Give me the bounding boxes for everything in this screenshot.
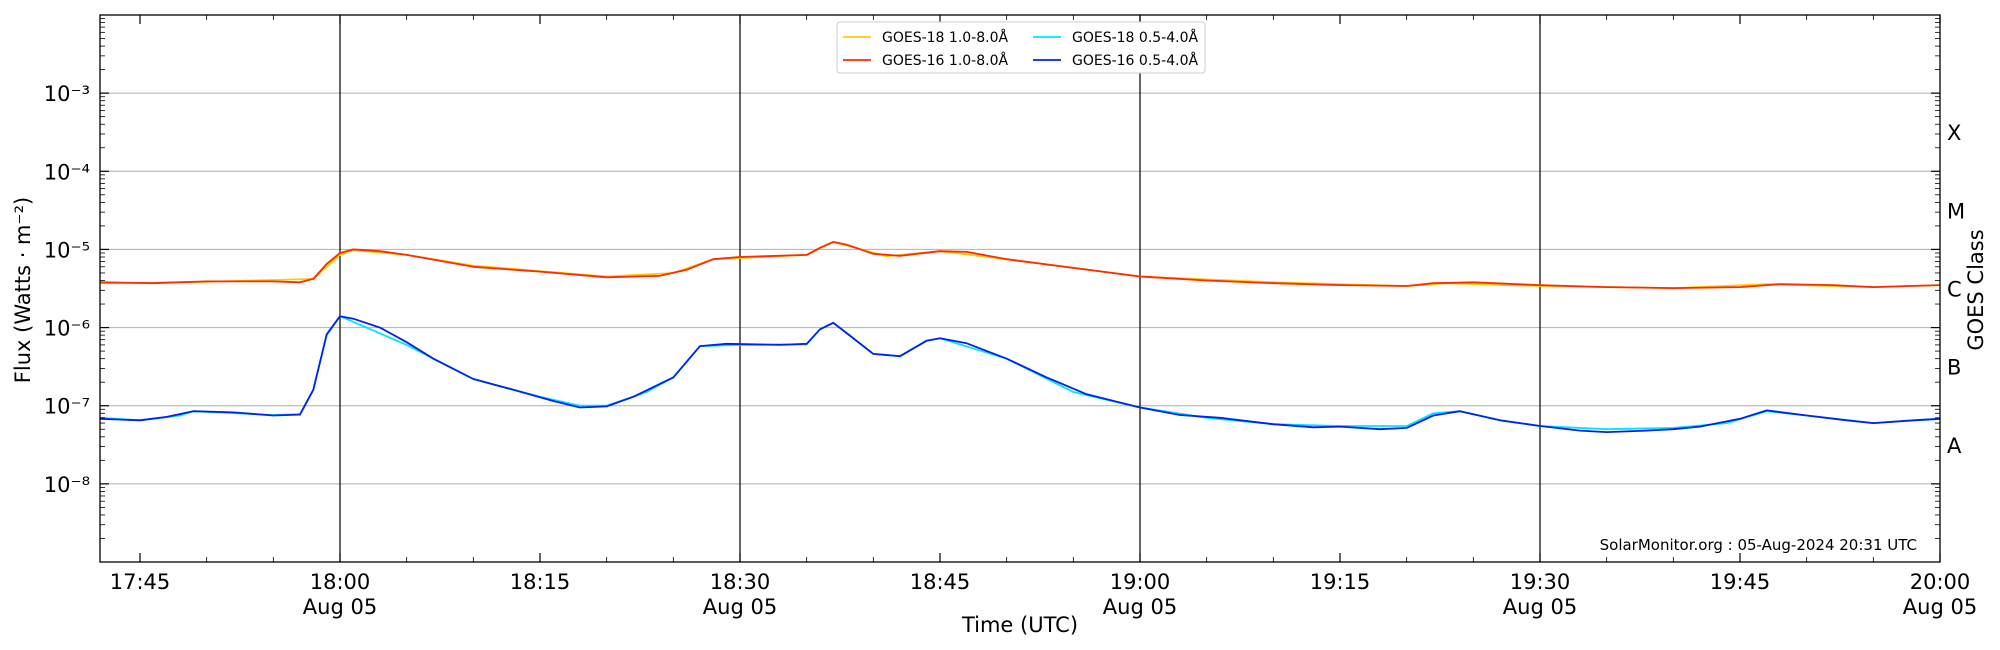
series-lines <box>99 240 1941 434</box>
x-tick-label: 18:30 <box>710 570 771 594</box>
x-tick-label: 19:00 <box>1110 570 1171 594</box>
y-tick-label: 10⁻⁵ <box>44 238 90 262</box>
x-tick-date-label: Aug 05 <box>703 595 777 619</box>
legend-label: GOES-16 1.0-8.0Å <box>882 52 1008 69</box>
plot-background <box>100 15 1940 562</box>
grid-lines <box>100 92 1940 485</box>
credit-text: SolarMonitor.org : 05-Aug-2024 20:31 UTC <box>1600 536 1917 554</box>
series-line-goes-16-0-5-4-0 <box>99 315 1941 434</box>
x-tick-label: 19:30 <box>1510 570 1571 594</box>
goes-class-label: C <box>1947 278 1962 302</box>
plot-frame <box>99 14 1941 563</box>
x-axis-title: Time (UTC) <box>961 613 1078 637</box>
goes-class-label: M <box>1947 199 1965 223</box>
x-tick-date-label: Aug 05 <box>1503 595 1577 619</box>
legend-box <box>836 21 1206 74</box>
legend-label: GOES-18 1.0-8.0Å <box>882 29 1008 46</box>
y-tick-label: 10⁻³ <box>44 82 90 106</box>
y-axis-title: Flux (Watts · m⁻²) <box>11 197 35 383</box>
legend-label: GOES-18 0.5-4.0Å <box>1072 29 1198 46</box>
y-tick-label: 10⁻⁴ <box>44 160 90 184</box>
x-tick-label: 17:45 <box>110 570 171 594</box>
goes-class-label: A <box>1947 434 1962 458</box>
x-tick-label: 19:45 <box>1710 570 1771 594</box>
y-tick-label: 10⁻⁸ <box>44 473 90 497</box>
x-tick-date-label: Aug 05 <box>1103 595 1177 619</box>
series-line-goes-16-1-0-8-0 <box>99 240 1941 290</box>
vertical-markers <box>339 15 1541 562</box>
goes-class-label: B <box>1947 356 1961 380</box>
y-tick-label: 10⁻⁷ <box>44 395 90 419</box>
x-tick-label: 18:15 <box>510 570 571 594</box>
x-tick-label: 20:00 <box>1910 570 1971 594</box>
x-tick-date-label: Aug 05 <box>1903 595 1977 619</box>
x-tick-label: 18:45 <box>910 570 971 594</box>
y2-axis-title: GOES Class <box>1964 229 1988 350</box>
axis-ticks <box>100 15 1941 562</box>
legend-label: GOES-16 0.5-4.0Å <box>1072 52 1198 69</box>
goes-class-label: X <box>1947 121 1961 145</box>
x-tick-label: 19:15 <box>1310 570 1371 594</box>
x-tick-label: 18:00 <box>310 570 371 594</box>
x-tick-date-label: Aug 05 <box>303 595 377 619</box>
legend: GOES-18 1.0-8.0Å GOES-18 0.5-4.0Å GOES-16 … <box>836 21 1206 74</box>
y-tick-label: 10⁻⁶ <box>44 317 90 341</box>
